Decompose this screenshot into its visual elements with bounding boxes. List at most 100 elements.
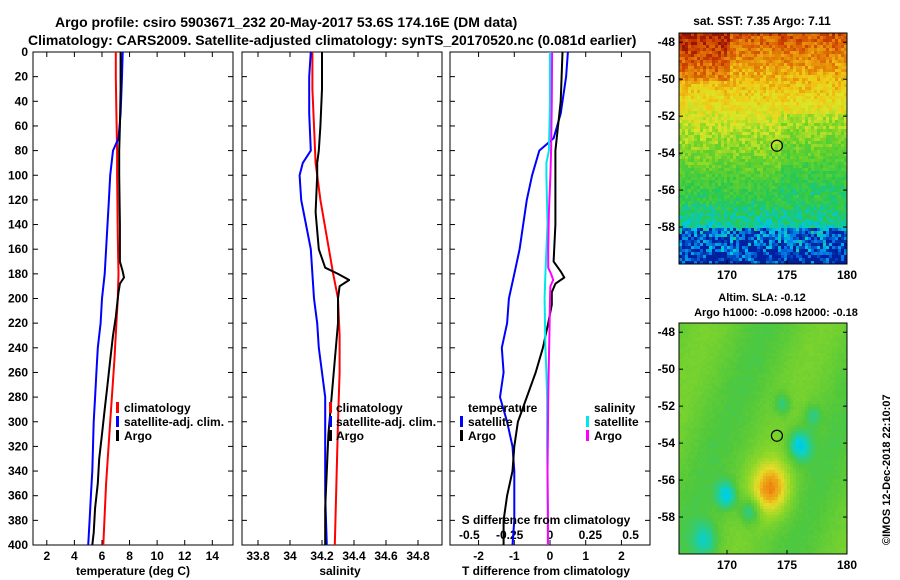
heatmap-cell <box>694 335 698 339</box>
heatmap-cell <box>691 207 695 211</box>
heatmap-cell <box>754 246 758 250</box>
heatmap-cell <box>811 45 815 49</box>
heatmap-cell <box>802 36 806 40</box>
heatmap-cell <box>778 141 782 145</box>
heatmap-cell <box>736 219 740 223</box>
heatmap-cell <box>742 111 746 115</box>
heatmap-cell <box>685 165 689 169</box>
heatmap-cell <box>682 75 686 79</box>
heatmap-cell <box>766 174 770 178</box>
heatmap-cell <box>772 66 776 70</box>
heatmap-cell <box>832 213 836 217</box>
heatmap-cell <box>814 323 818 327</box>
heatmap-cell <box>742 102 746 106</box>
heatmap-cell <box>769 162 773 166</box>
heatmap-cell <box>751 147 755 151</box>
heatmap-cell <box>763 144 767 148</box>
heatmap-cell <box>814 234 818 238</box>
heatmap-cell <box>748 87 752 91</box>
heatmap-cell <box>712 180 716 184</box>
heatmap-cell <box>682 126 686 130</box>
heatmap-cell <box>793 177 797 181</box>
heatmap-cell <box>832 135 836 139</box>
heatmap-cell <box>781 210 785 214</box>
heatmap-cell <box>790 174 794 178</box>
heatmap-cell <box>811 207 815 211</box>
heatmap-cell <box>730 111 734 115</box>
heatmap-cell <box>796 48 800 52</box>
heatmap-cell <box>820 60 824 64</box>
heatmap-cell <box>679 168 683 172</box>
heatmap-cell <box>838 222 842 226</box>
heatmap-cell <box>757 335 761 339</box>
heatmap-cell <box>844 198 847 202</box>
heatmap-cell <box>733 234 737 238</box>
heatmap-cell <box>838 51 842 55</box>
heatmap-cell <box>685 335 689 339</box>
heatmap-cell <box>841 222 845 226</box>
heatmap-cell <box>742 144 746 148</box>
heatmap-cell <box>757 117 761 121</box>
heatmap-cell <box>784 335 788 339</box>
heatmap-cell <box>823 96 827 100</box>
heatmap-cell <box>733 132 737 136</box>
heatmap-cell <box>721 177 725 181</box>
heatmap-cell <box>844 174 847 178</box>
heatmap-cell <box>841 216 845 220</box>
heatmap-cell <box>679 219 683 223</box>
heatmap-cell <box>703 33 707 37</box>
heatmap-cell <box>709 216 713 220</box>
heatmap-cell <box>721 93 725 97</box>
heatmap-cell <box>823 180 827 184</box>
heatmap-cell <box>739 207 743 211</box>
heatmap-cell <box>736 132 740 136</box>
heatmap-cell <box>715 213 719 217</box>
heatmap-cell <box>799 69 803 73</box>
heatmap-cell <box>736 258 740 262</box>
heatmap-cell <box>721 144 725 148</box>
heatmap-cell <box>826 180 830 184</box>
heatmap-cell <box>844 60 847 64</box>
heatmap-cell <box>805 147 809 151</box>
heatmap-cell <box>835 198 839 202</box>
heatmap-cell <box>754 207 758 211</box>
heatmap-cell <box>793 87 797 91</box>
heatmap-cell <box>748 177 752 181</box>
heatmap-cell <box>775 222 779 226</box>
heatmap-cell <box>721 129 725 133</box>
heatmap-cell <box>808 69 812 73</box>
heatmap-cell <box>739 186 743 190</box>
heatmap-cell <box>700 341 704 345</box>
heatmap-cell <box>730 39 734 43</box>
heatmap-cell <box>760 323 764 327</box>
s-diff-tick-label: 0 <box>547 528 554 542</box>
heatmap-cell <box>685 192 689 196</box>
heatmap-cell <box>688 81 692 85</box>
heatmap-cell <box>790 135 794 139</box>
heatmap-cell <box>820 117 824 121</box>
heatmap-cell <box>715 219 719 223</box>
heatmap-cell <box>721 332 725 336</box>
heatmap-cell <box>703 189 707 193</box>
heatmap-cell <box>757 144 761 148</box>
heatmap-cell <box>781 201 785 205</box>
heatmap-cell <box>703 225 707 229</box>
heatmap-cell <box>739 246 743 250</box>
heatmap-cell <box>784 153 788 157</box>
heatmap-cell <box>742 183 746 187</box>
heatmap-cell <box>829 39 833 43</box>
heatmap-cell <box>691 338 695 342</box>
heatmap-cell <box>793 231 797 235</box>
heatmap-cell <box>742 147 746 151</box>
heatmap-cell <box>727 165 731 169</box>
heatmap-cell <box>709 180 713 184</box>
heatmap-cell <box>727 189 731 193</box>
heatmap-cell <box>811 228 815 232</box>
heatmap-cell <box>724 219 728 223</box>
heatmap-cell <box>796 168 800 172</box>
heatmap-cell <box>685 249 689 253</box>
heatmap-cell <box>679 111 683 115</box>
heatmap-cell <box>745 36 749 40</box>
heatmap-cell <box>706 117 710 121</box>
heatmap-cell <box>760 210 764 214</box>
